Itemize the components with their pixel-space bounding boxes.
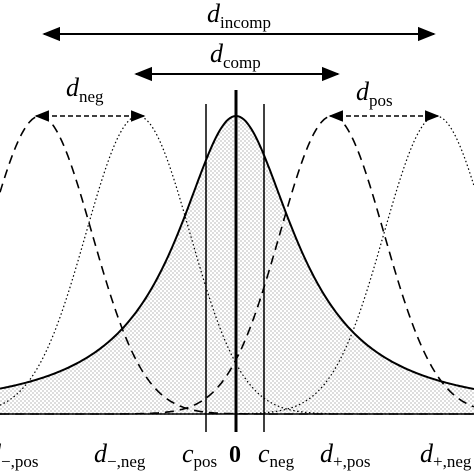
c-pos-label: cpos bbox=[182, 439, 217, 471]
zero-label: 0 bbox=[229, 442, 241, 468]
d-plus-neg-label: d+,neg bbox=[420, 439, 472, 471]
d-minus-neg-label: d−,neg bbox=[94, 439, 146, 471]
d-pos-label: dpos bbox=[356, 77, 393, 110]
d-minus-pos-label: d−,pos bbox=[0, 439, 38, 471]
d-neg-label: dneg bbox=[66, 73, 104, 106]
d-comp-label: dcomp bbox=[210, 39, 261, 72]
c-neg-label: cneg bbox=[258, 439, 295, 471]
d-incomp-label: dincomp bbox=[207, 0, 271, 32]
d-plus-pos-label: d+,pos bbox=[320, 439, 370, 471]
